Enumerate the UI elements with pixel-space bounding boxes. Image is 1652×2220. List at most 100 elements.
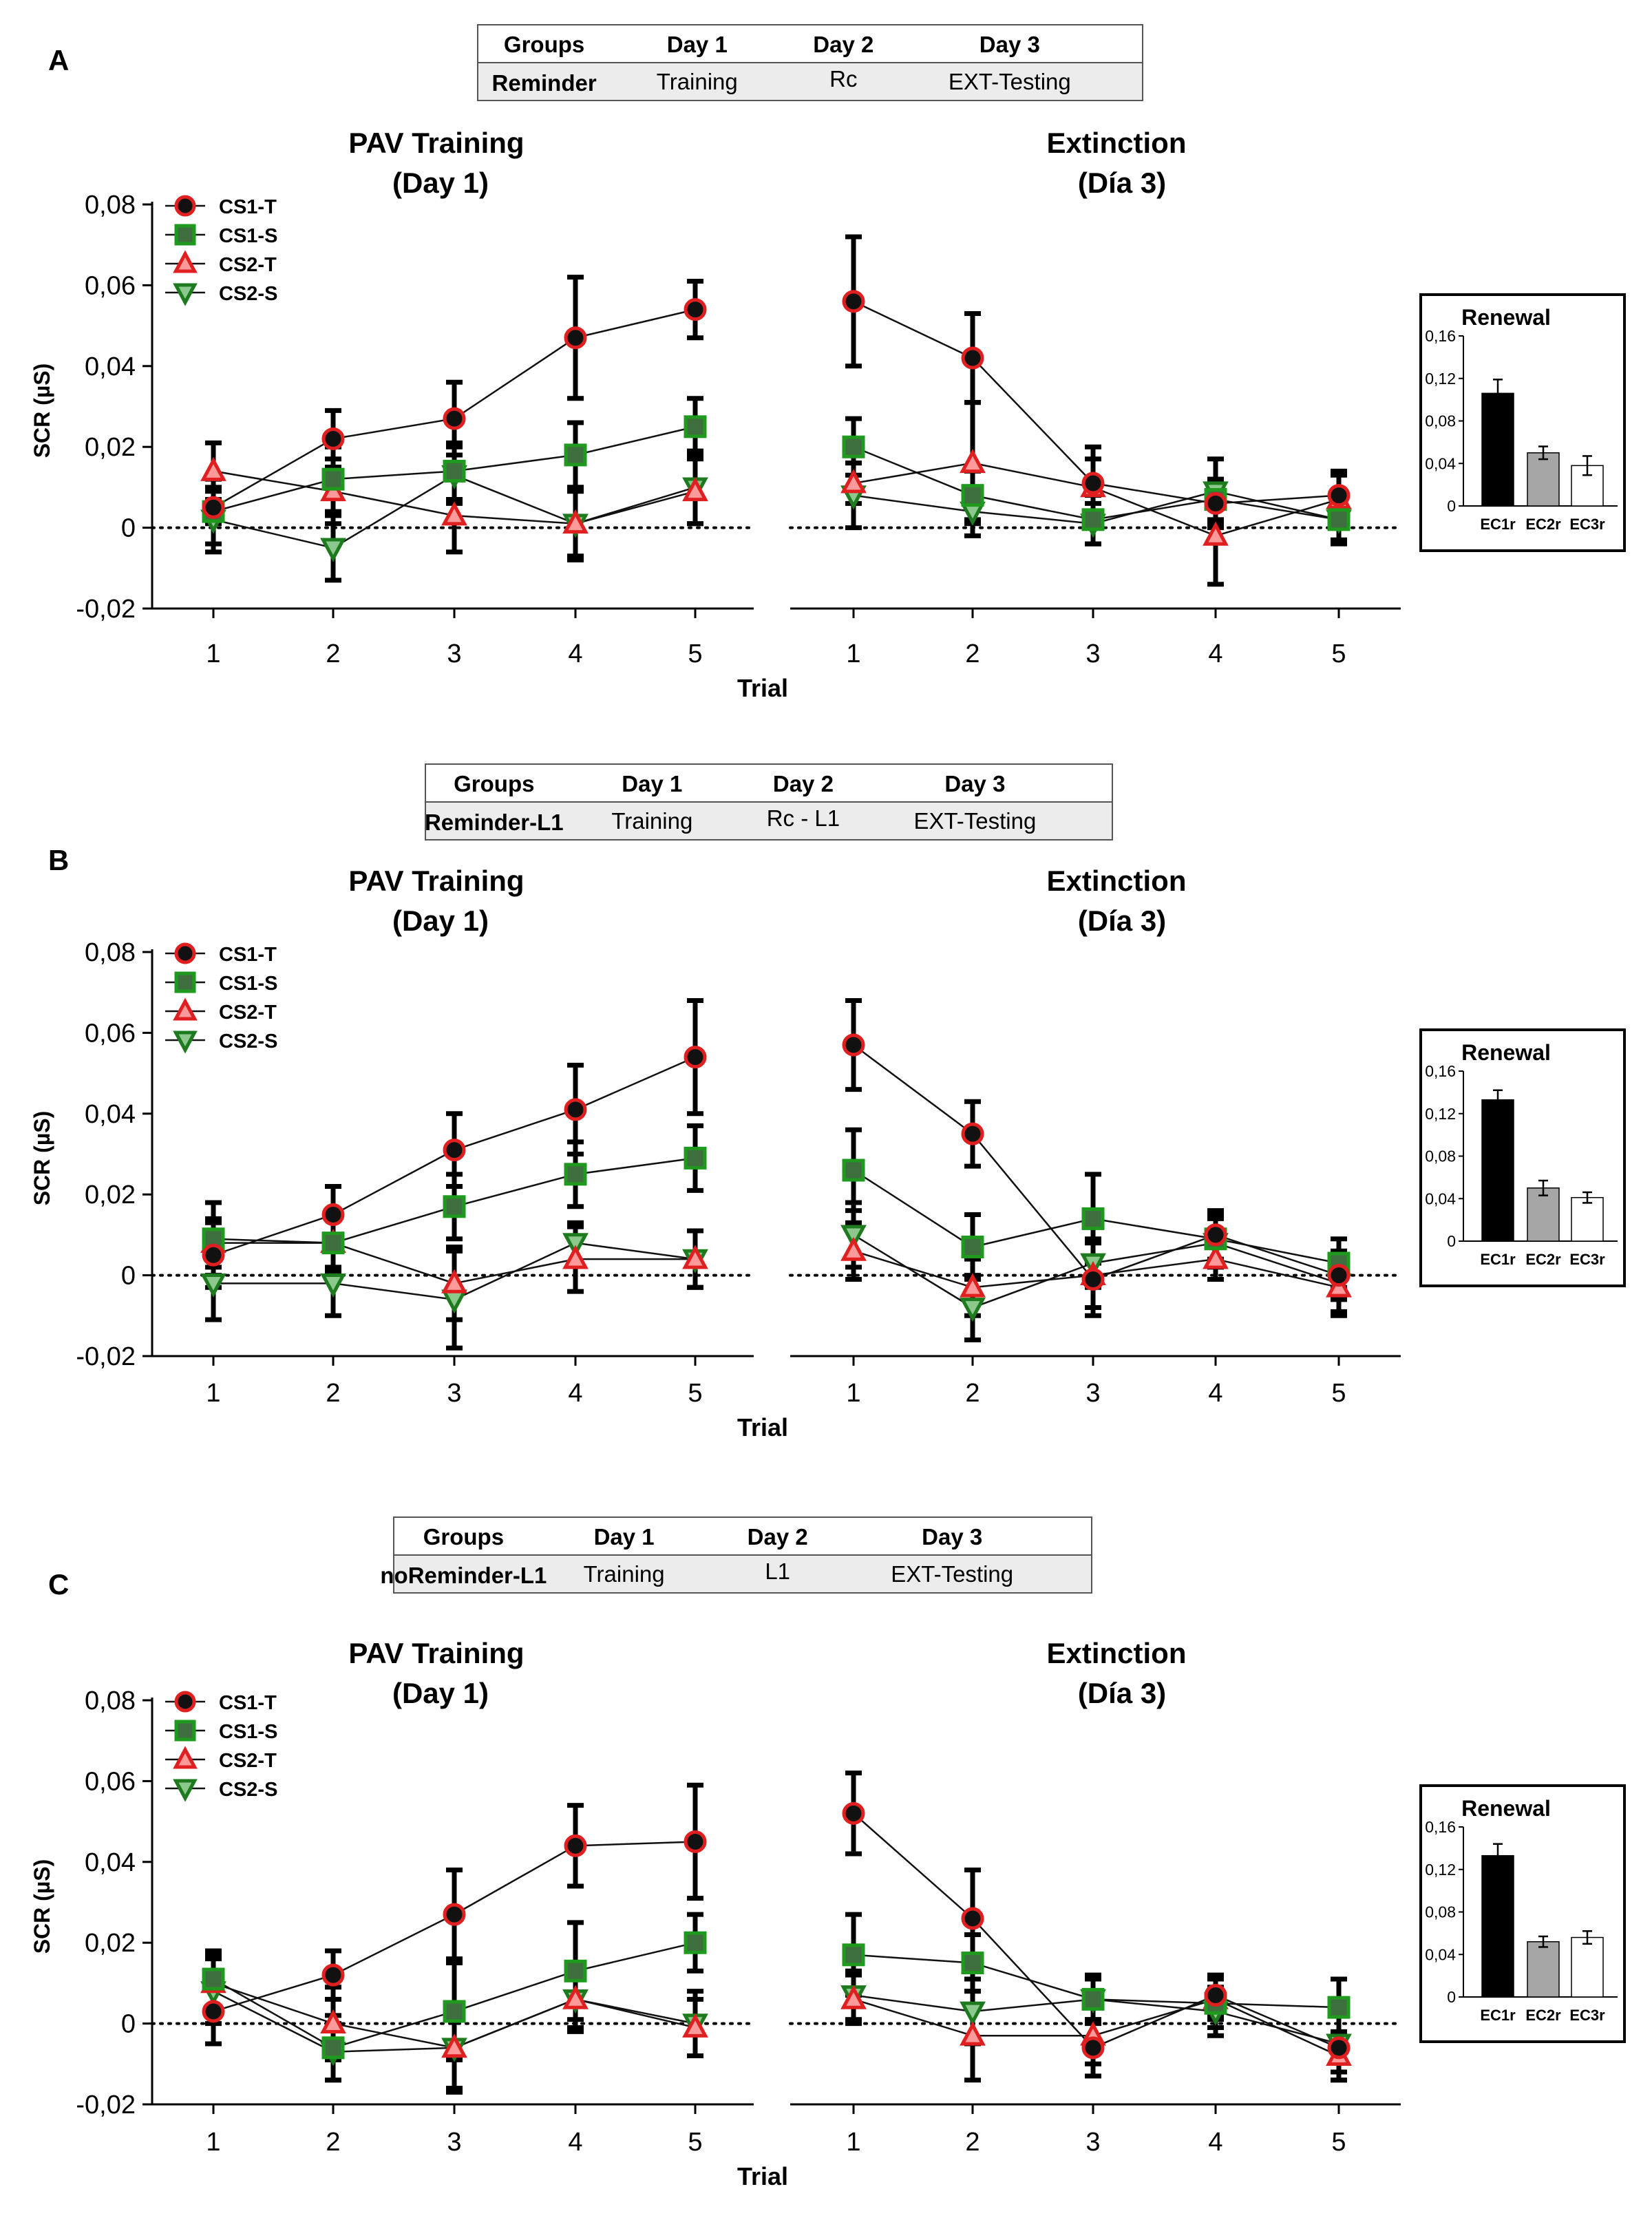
legend-label-cs2-t: CS2-T — [219, 254, 277, 276]
x-tick-label-right: 1 — [846, 639, 860, 668]
point-cs1-s-extinction — [842, 1943, 865, 1967]
renewal-category-label: EC3r — [1569, 1251, 1605, 1268]
x-tick-label-left: 4 — [568, 1379, 582, 1408]
left-title-line2: (Day 1) — [392, 905, 489, 937]
table-group-name: noReminder-L1 — [380, 1563, 547, 1588]
y-tick-label: 0,08 — [85, 1687, 136, 1715]
point-cs2-t-training — [562, 1985, 589, 2009]
x-tick-label-right: 1 — [846, 2128, 860, 2157]
table-day2-value: L1 — [765, 1558, 790, 1584]
point-cs2-s-training — [320, 538, 346, 562]
protocol-table-row-bg — [394, 1555, 1091, 1592]
x-tick-label-right: 2 — [965, 639, 979, 668]
renewal-bar-ec3r — [1571, 1196, 1604, 1242]
panel-letter: C — [48, 1568, 69, 1600]
inset-y-tick-label: 0,04 — [1425, 1945, 1456, 1963]
renewal-inset-frame — [1419, 293, 1626, 552]
panel-C: C Groups Day 1 Day 2 Day 3 noReminder-L1 Train… — [30, 1516, 1626, 2190]
point-cs1-t-training — [564, 1098, 587, 1121]
inset-y-tick-label: 0,12 — [1425, 370, 1456, 388]
point-cs1-t-extinction — [961, 1122, 984, 1145]
point-cs2-t-training — [441, 501, 467, 526]
y-tick-label: 0,02 — [85, 433, 136, 462]
point-cs1-s-training — [684, 415, 707, 438]
legend-marker-cs1-t — [174, 1691, 196, 1713]
point-cs1-t-extinction — [961, 1907, 984, 1930]
x-tick-label-left: 3 — [447, 639, 461, 668]
point-cs2-t-training — [441, 1269, 467, 1293]
table-header-day1: Day 1 — [667, 32, 728, 57]
renewal-bar-ec1r — [1481, 1854, 1514, 1998]
renewal-bar-ec2r — [1527, 1941, 1560, 1998]
x-tick-label-left: 2 — [326, 2128, 340, 2157]
legend-label-cs2-s: CS2-S — [219, 1030, 277, 1053]
x-axis-label: Trial — [737, 674, 788, 702]
point-cs2-s-extinction — [960, 2001, 986, 2026]
renewal-bar-ec1r — [1481, 392, 1514, 507]
legend-label-cs2-t: CS2-T — [219, 1750, 277, 1772]
y-tick-label: 0 — [121, 1262, 136, 1291]
renewal-bar-ec1r — [1481, 1099, 1514, 1242]
table-group-name: Reminder-L1 — [425, 810, 564, 835]
y-tick-label: 0 — [121, 514, 136, 543]
point-cs1-t-training — [321, 1203, 345, 1227]
point-cs2-t-extinction — [840, 469, 867, 494]
right-title-line2: (Día 3) — [1078, 167, 1166, 199]
point-cs1-s-training — [564, 443, 587, 467]
x-tick-label-right: 1 — [846, 1379, 860, 1408]
renewal-category-label: EC2r — [1525, 1251, 1561, 1268]
x-tick-label-right: 4 — [1208, 639, 1222, 668]
y-axis-label: SCR (µS) — [30, 1111, 54, 1206]
inset-y-tick-label: 0,12 — [1425, 1861, 1456, 1879]
legend-label-cs2-s: CS2-S — [219, 1779, 277, 1801]
point-cs1-t-extinction — [1204, 491, 1227, 515]
inset-y-tick-label: 0,16 — [1425, 1818, 1456, 1836]
left-title-line2: (Day 1) — [392, 167, 489, 199]
legend-label-cs1-t: CS1-T — [219, 196, 277, 218]
right-title-line1: Extinction — [1046, 127, 1186, 159]
legend-marker-cs1-t — [174, 195, 196, 217]
renewal-category-label: EC1r — [1480, 2007, 1516, 2024]
table-day1-value: Training — [584, 1561, 665, 1587]
y-tick-label: 0,06 — [85, 1019, 136, 1048]
renewal-inset-title: Renewal — [1461, 1796, 1551, 1821]
table-header-day2: Day 2 — [748, 1524, 808, 1550]
renewal-category-label: EC1r — [1480, 516, 1516, 533]
x-tick-label-right: 2 — [965, 1379, 979, 1408]
legend-label-cs2-s: CS2-S — [219, 283, 277, 305]
x-tick-label-left: 5 — [688, 639, 702, 668]
renewal-inset-title: Renewal — [1461, 305, 1551, 330]
renewal-bar-ec2r — [1527, 452, 1560, 507]
point-cs1-t-training — [684, 1046, 707, 1069]
point-cs2-t-training — [682, 477, 708, 502]
renewal-category-label: EC2r — [1525, 516, 1561, 533]
table-header-groups: Groups — [454, 771, 534, 796]
table-header-day1: Day 1 — [594, 1524, 655, 1550]
point-cs1-t-training — [202, 2000, 225, 2023]
point-cs2-t-training — [682, 1245, 708, 1269]
point-cs1-t-extinction — [1081, 2036, 1105, 2060]
point-cs1-s-training — [564, 1959, 587, 1983]
x-tick-label-left: 1 — [206, 1379, 220, 1408]
point-cs2-t-extinction — [1203, 521, 1229, 546]
panel-letter: A — [48, 44, 69, 76]
point-cs1-s-extinction — [1081, 1207, 1105, 1230]
x-tick-label-left: 2 — [326, 1379, 340, 1408]
point-cs1-t-extinction — [1327, 484, 1351, 507]
point-cs1-t-training — [443, 1139, 466, 1162]
x-tick-label-left: 4 — [568, 2128, 582, 2157]
point-cs2-t-training — [320, 2009, 346, 2033]
y-axis-label: SCR (µS) — [30, 363, 54, 458]
renewal-inset-frame — [1419, 1028, 1626, 1287]
protocol-table-row-bg — [426, 802, 1112, 839]
protocol-table-row-bg — [478, 63, 1142, 100]
legend-label-cs2-t: CS2-T — [219, 1002, 277, 1024]
table-day1-value: Training — [611, 808, 692, 834]
renewal-bar-ec3r — [1571, 1936, 1604, 1998]
point-cs1-s-training — [202, 1967, 225, 1991]
inset-y-tick-label: 0,12 — [1425, 1105, 1456, 1123]
table-day3-value: EXT-Testing — [949, 69, 1071, 94]
table-header-day3: Day 3 — [922, 1524, 982, 1550]
legend-marker-cs2-t — [173, 250, 198, 273]
x-axis-label: Trial — [737, 1413, 788, 1441]
